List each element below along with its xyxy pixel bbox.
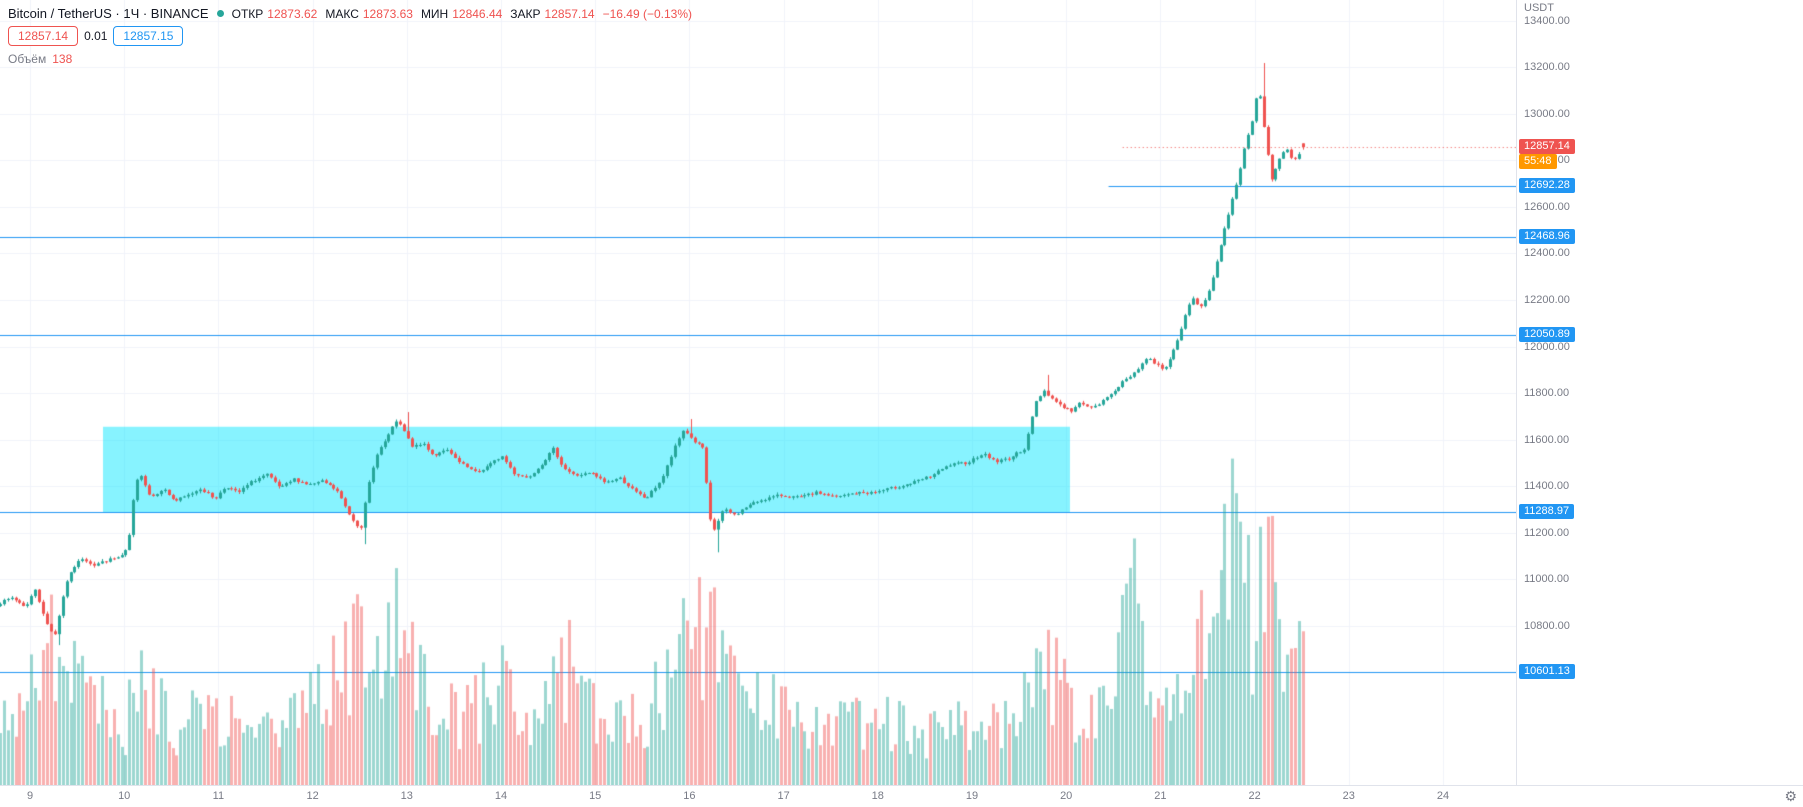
time-tick-label: 13 (400, 790, 413, 802)
time-tick-label: 17 (777, 790, 790, 802)
price-tick-label: 11200.00 (1524, 526, 1570, 539)
price-tick-label: 13200.00 (1524, 61, 1570, 74)
time-tick-label: 19 (965, 790, 979, 802)
level-price-label[interactable]: 12050.89 (1519, 326, 1575, 342)
ohlc-close: ЗАКР 12857.14 (510, 7, 594, 21)
symbol-title[interactable]: Bitcoin / TetherUS · 1Ч · BINANCE (8, 6, 209, 21)
time-tick-label: 23 (1342, 790, 1355, 802)
time-tick-label: 14 (494, 790, 508, 802)
bid-ask-row: 12857.14 0.01 12857.15 (8, 26, 692, 46)
price-change: −16.49 (−0.13%) (602, 6, 693, 21)
price-tick-label: 12000.00 (1524, 340, 1570, 353)
ohlc-close-label: ЗАКР (510, 6, 541, 21)
price-tick-label: 13400.00 (1524, 14, 1570, 27)
settings-gear-icon[interactable]: ⚙ (1784, 788, 1797, 804)
ohlc-high: МАКС 12873.63 (325, 7, 413, 21)
price-tick-label: 11400.00 (1524, 480, 1570, 493)
time-tick-label: 22 (1248, 790, 1261, 802)
time-tick-label: 12 (306, 790, 319, 802)
current-price-label: 12857.14 (1519, 139, 1575, 155)
price-tick-label: 12200.00 (1524, 294, 1570, 306)
time-tick-label: 10 (118, 790, 131, 802)
volume-value: 138 (52, 52, 73, 66)
price-tick-label: 10800.00 (1524, 619, 1570, 632)
level-price-label[interactable]: 10601.13 (1519, 663, 1575, 679)
price-tick-label: 11800.00 (1524, 387, 1570, 400)
price-tick-label: 11000.00 (1524, 573, 1570, 586)
level-price-label[interactable]: 12692.28 (1519, 177, 1575, 193)
ohlc-low-label: МИН (420, 6, 449, 21)
time-tick-label: 11 (212, 790, 225, 802)
ohlc-low-value: 12846.44 (452, 6, 503, 21)
axis-currency-label: USDT (1524, 2, 1554, 14)
ohlc-close-value: 12857.14 (544, 6, 595, 21)
ohlc-open: ОТКР 12873.62 (232, 7, 318, 21)
market-status-dot-icon (216, 10, 224, 17)
level-price-label[interactable]: 11288.97 (1519, 503, 1575, 519)
volume-label: Объём (8, 52, 47, 66)
ohlc-open-value: 12873.62 (267, 6, 318, 21)
level-price-label[interactable]: 12468.96 (1519, 229, 1575, 245)
chart-legend: Bitcoin / TetherUS · 1Ч · BINANCE ОТКР 1… (8, 6, 692, 66)
time-tick-label: 18 (871, 790, 884, 802)
price-axis[interactable]: USDT 13400.0013200.0013000.0012800.00126… (1516, 0, 1803, 785)
price-chart-canvas[interactable] (0, 0, 1516, 785)
time-tick-label: 9 (26, 790, 34, 802)
time-tick-label: 15 (589, 790, 602, 802)
bar-countdown-label: 55:48 (1519, 154, 1557, 170)
spread-value: 0.01 (84, 29, 108, 43)
ohlc-high-label: МАКС (325, 6, 359, 21)
sell-price-button[interactable]: 12857.14 (8, 26, 79, 46)
ohlc-low: МИН 12846.44 (421, 7, 502, 21)
price-tick-label: 13000.00 (1524, 107, 1570, 120)
price-tick-label: 11600.00 (1524, 433, 1570, 446)
price-tick-label: 12600.00 (1524, 200, 1570, 213)
time-axis[interactable]: ⚙ 9 10 11 12 13 14 15 16 17 18 19 20 21 22 23 24 (0, 785, 1803, 807)
time-tick-label: 24 (1436, 790, 1450, 802)
buy-price-button[interactable]: 12857.15 (113, 26, 184, 46)
time-tick-label: 16 (683, 790, 696, 802)
ohlc-open-label: ОТКР (231, 6, 264, 21)
time-tick-label: 20 (1060, 790, 1073, 802)
ohlc-high-value: 12873.63 (362, 6, 413, 21)
time-tick-label: 21 (1154, 790, 1167, 802)
volume-row: Объём 138 (8, 52, 692, 66)
price-tick-label: 12400.00 (1524, 247, 1570, 260)
